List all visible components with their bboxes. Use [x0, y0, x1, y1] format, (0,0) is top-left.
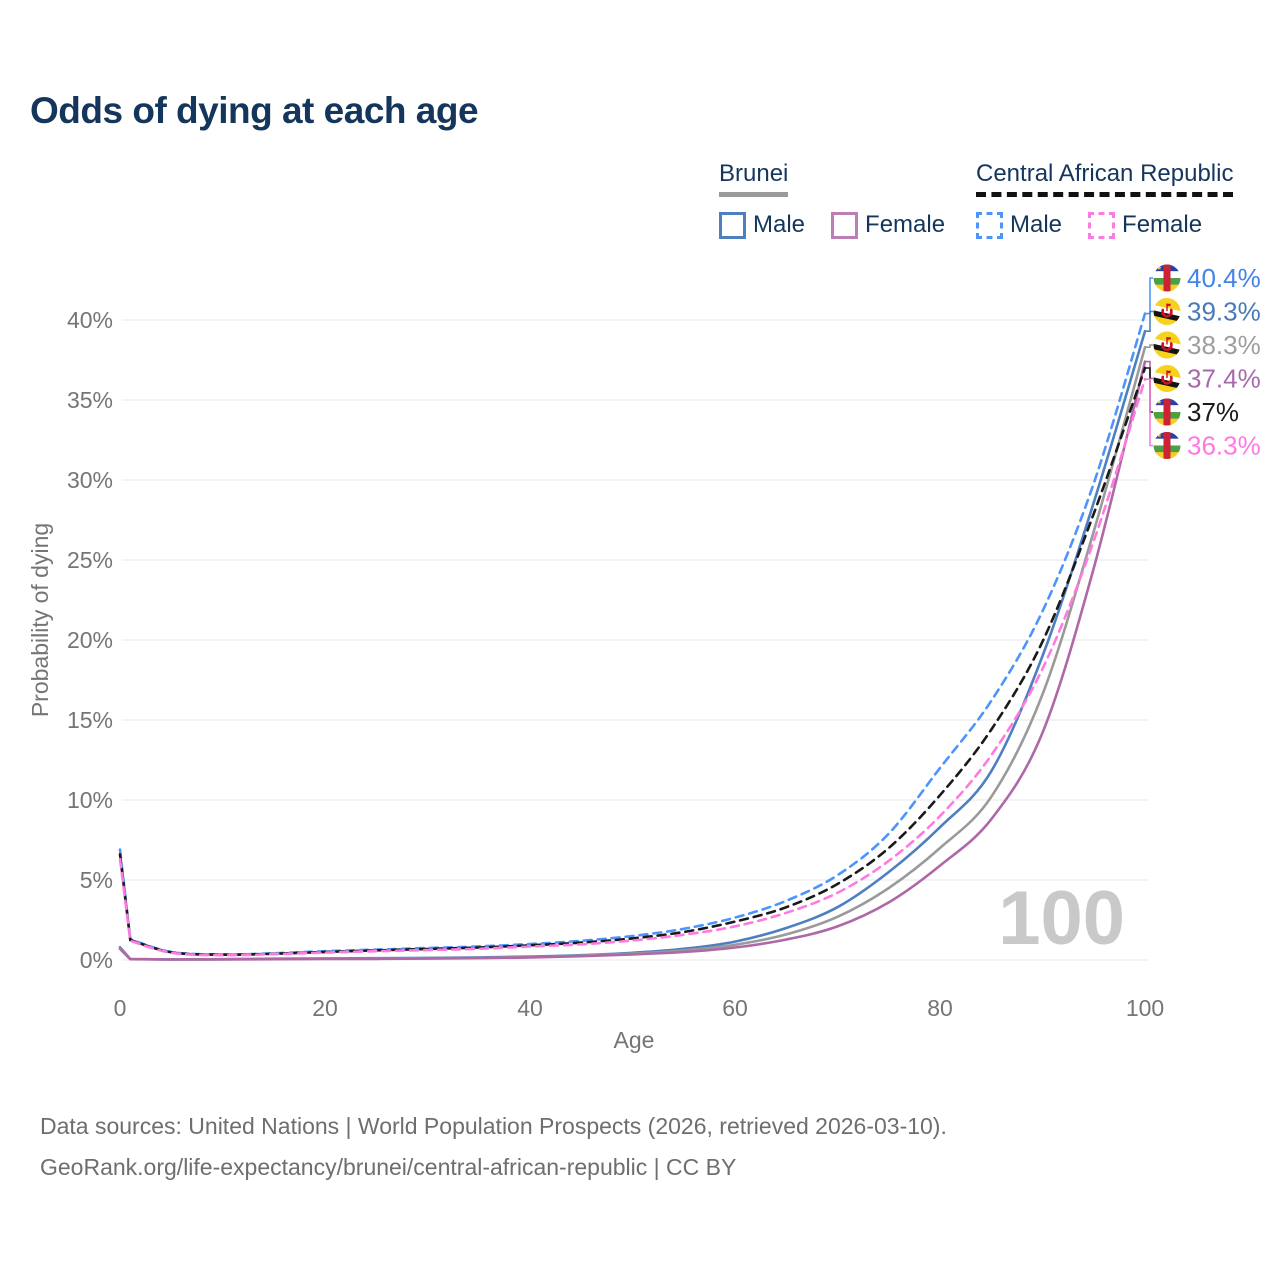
brunei-male-swatch-icon	[719, 211, 746, 239]
series-line-car-male[interactable]	[118, 312, 1147, 956]
x-axis-title: Age	[614, 1027, 655, 1053]
legend-label-car-female: Female	[1122, 211, 1203, 238]
central-african-republic-flag-icon	[1153, 432, 1181, 459]
end-label-leader-brunei-both	[1145, 344, 1153, 348]
y-tick-label-10: 10%	[67, 787, 113, 813]
end-label-leader-car-female	[1145, 378, 1153, 447]
end-value-label-car-female: 36.3%	[1187, 431, 1261, 461]
y-axis-title: Probability of dying	[27, 523, 53, 717]
y-tick-label-20: 20%	[67, 627, 113, 653]
legend-title-brunei[interactable]: Brunei	[719, 160, 789, 197]
end-value-label-brunei-both: 38.3%	[1187, 330, 1261, 360]
end-value-label-brunei-male: 39.3%	[1187, 297, 1261, 327]
central-african-republic-flag-icon	[1153, 398, 1181, 426]
x-tick-label-80: 80	[927, 995, 953, 1021]
y-tick-label-35: 35%	[67, 387, 113, 413]
end-label-leader-brunei-female	[1145, 360, 1153, 380]
y-tick-label-25: 25%	[67, 547, 113, 573]
central-african-republic-flag-icon	[1153, 264, 1181, 292]
legend-label-brunei-female: Female	[865, 211, 946, 238]
watermark-100: 100	[998, 876, 1125, 961]
end-label-leader-car-male	[1145, 277, 1153, 315]
legend-item-brunei-female[interactable]: Female	[831, 211, 945, 239]
legend-group-central-african-republic: Central African Republic Male Female	[976, 160, 1234, 239]
page-title: Odds of dying at each age	[30, 90, 479, 131]
brunei-flag-icon	[1153, 298, 1181, 325]
brunei-flag-icon	[1153, 365, 1181, 392]
end-label-leader-brunei-male	[1145, 310, 1153, 332]
series-line-car-both[interactable]	[118, 366, 1147, 957]
legend-item-car-male[interactable]: Male	[976, 211, 1062, 239]
legend-title-central-african-republic[interactable]: Central African Republic	[976, 160, 1234, 197]
series-line-car-female[interactable]	[118, 377, 1147, 957]
footer-source-url: GeoRank.org/life-expectancy/brunei/centr…	[40, 1154, 737, 1180]
legend-label-brunei-male: Male	[753, 211, 806, 238]
y-tick-label-30: 30%	[67, 467, 113, 493]
car-female-swatch-icon	[1088, 211, 1116, 239]
end-value-label-brunei-female: 37.4%	[1187, 364, 1261, 394]
x-tick-label-60: 60	[722, 995, 748, 1021]
brunei-female-swatch-icon	[831, 211, 859, 239]
car-male-swatch-icon	[976, 211, 1003, 239]
legend-group-brunei: Brunei Male Female	[719, 160, 971, 239]
y-tick-label-0: 0%	[80, 947, 113, 973]
footer-data-sources: Data sources: United Nations | World Pop…	[40, 1113, 947, 1139]
brunei-flag-icon	[1153, 331, 1181, 359]
legend-items-central-african-republic: Male Female	[976, 211, 1233, 239]
y-tick-label-5: 5%	[80, 867, 113, 893]
legend-item-car-female[interactable]: Female	[1088, 211, 1202, 239]
end-label-leader-car-both	[1145, 367, 1153, 413]
series-line-brunei-male[interactable]	[118, 329, 1147, 961]
y-tick-label-15: 15%	[67, 707, 113, 733]
legend-items-brunei: Male Female	[719, 211, 971, 239]
x-tick-label-40: 40	[517, 995, 543, 1021]
legend-label-car-male: Male	[1010, 211, 1063, 238]
y-tick-label-40: 40%	[67, 307, 113, 333]
footer: Data sources: United Nations | World Pop…	[40, 1106, 947, 1188]
legend-item-brunei-male[interactable]: Male	[719, 211, 805, 239]
series-line-brunei-female[interactable]	[118, 360, 1147, 961]
x-tick-label-100: 100	[1126, 995, 1164, 1021]
x-tick-label-0: 0	[114, 995, 127, 1021]
series-line-brunei-both[interactable]	[118, 345, 1147, 961]
end-value-label-car-male: 40.4%	[1187, 263, 1261, 293]
end-value-label-car-both: 37%	[1187, 397, 1239, 427]
x-tick-label-20: 20	[312, 995, 338, 1021]
